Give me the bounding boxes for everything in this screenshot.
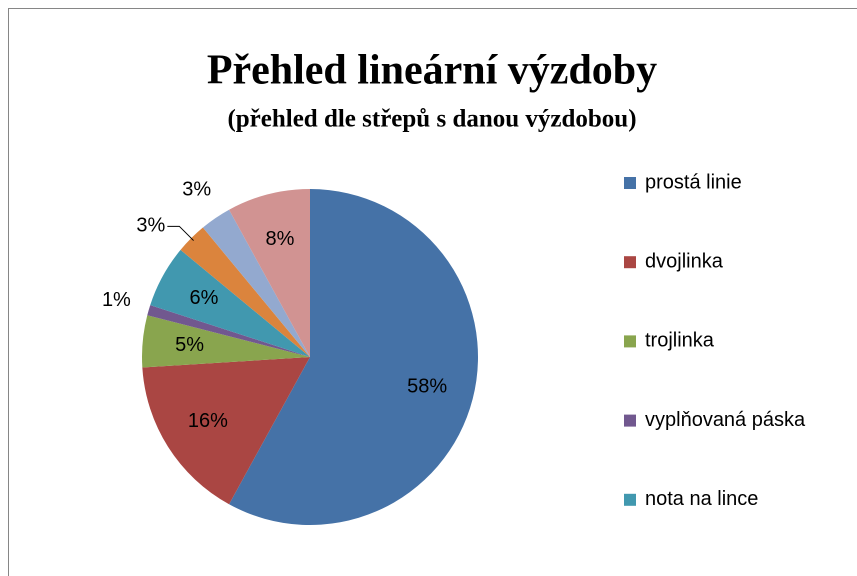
legend-label: prostá linie xyxy=(645,171,742,193)
data-label: 58% xyxy=(407,375,447,397)
legend-label: dvojlinka xyxy=(645,250,724,272)
data-label: 3% xyxy=(136,215,165,237)
data-label: 5% xyxy=(175,334,204,356)
data-label: 1% xyxy=(102,289,131,311)
pie-slice xyxy=(229,189,478,525)
data-label: 3% xyxy=(182,179,211,201)
pie-slice xyxy=(142,315,310,368)
pie-slice xyxy=(142,357,310,505)
leader-line xyxy=(167,225,194,241)
pie-slice xyxy=(180,227,310,357)
legend-label: nota na lince xyxy=(645,488,758,510)
legend-swatch xyxy=(624,335,636,348)
data-label: 6% xyxy=(190,287,219,309)
pie-slice xyxy=(147,305,310,357)
legend-swatch xyxy=(624,493,636,506)
legend-label: trojlinka xyxy=(645,330,715,352)
chart-title: Přehled lineární výzdoby xyxy=(207,48,657,94)
legend-swatch xyxy=(624,256,636,269)
data-label: 8% xyxy=(265,228,294,250)
pie-slice xyxy=(229,189,310,357)
pie-slice xyxy=(150,249,310,357)
legend-swatch xyxy=(624,414,636,427)
chart-subtitle: (přehled dle střepů s danou výzdobou) xyxy=(227,106,636,133)
pie-slice xyxy=(202,209,310,357)
legend-swatch xyxy=(624,177,636,189)
legend-label: vyplňovaná páska xyxy=(645,409,806,431)
data-label: 16% xyxy=(188,410,228,432)
